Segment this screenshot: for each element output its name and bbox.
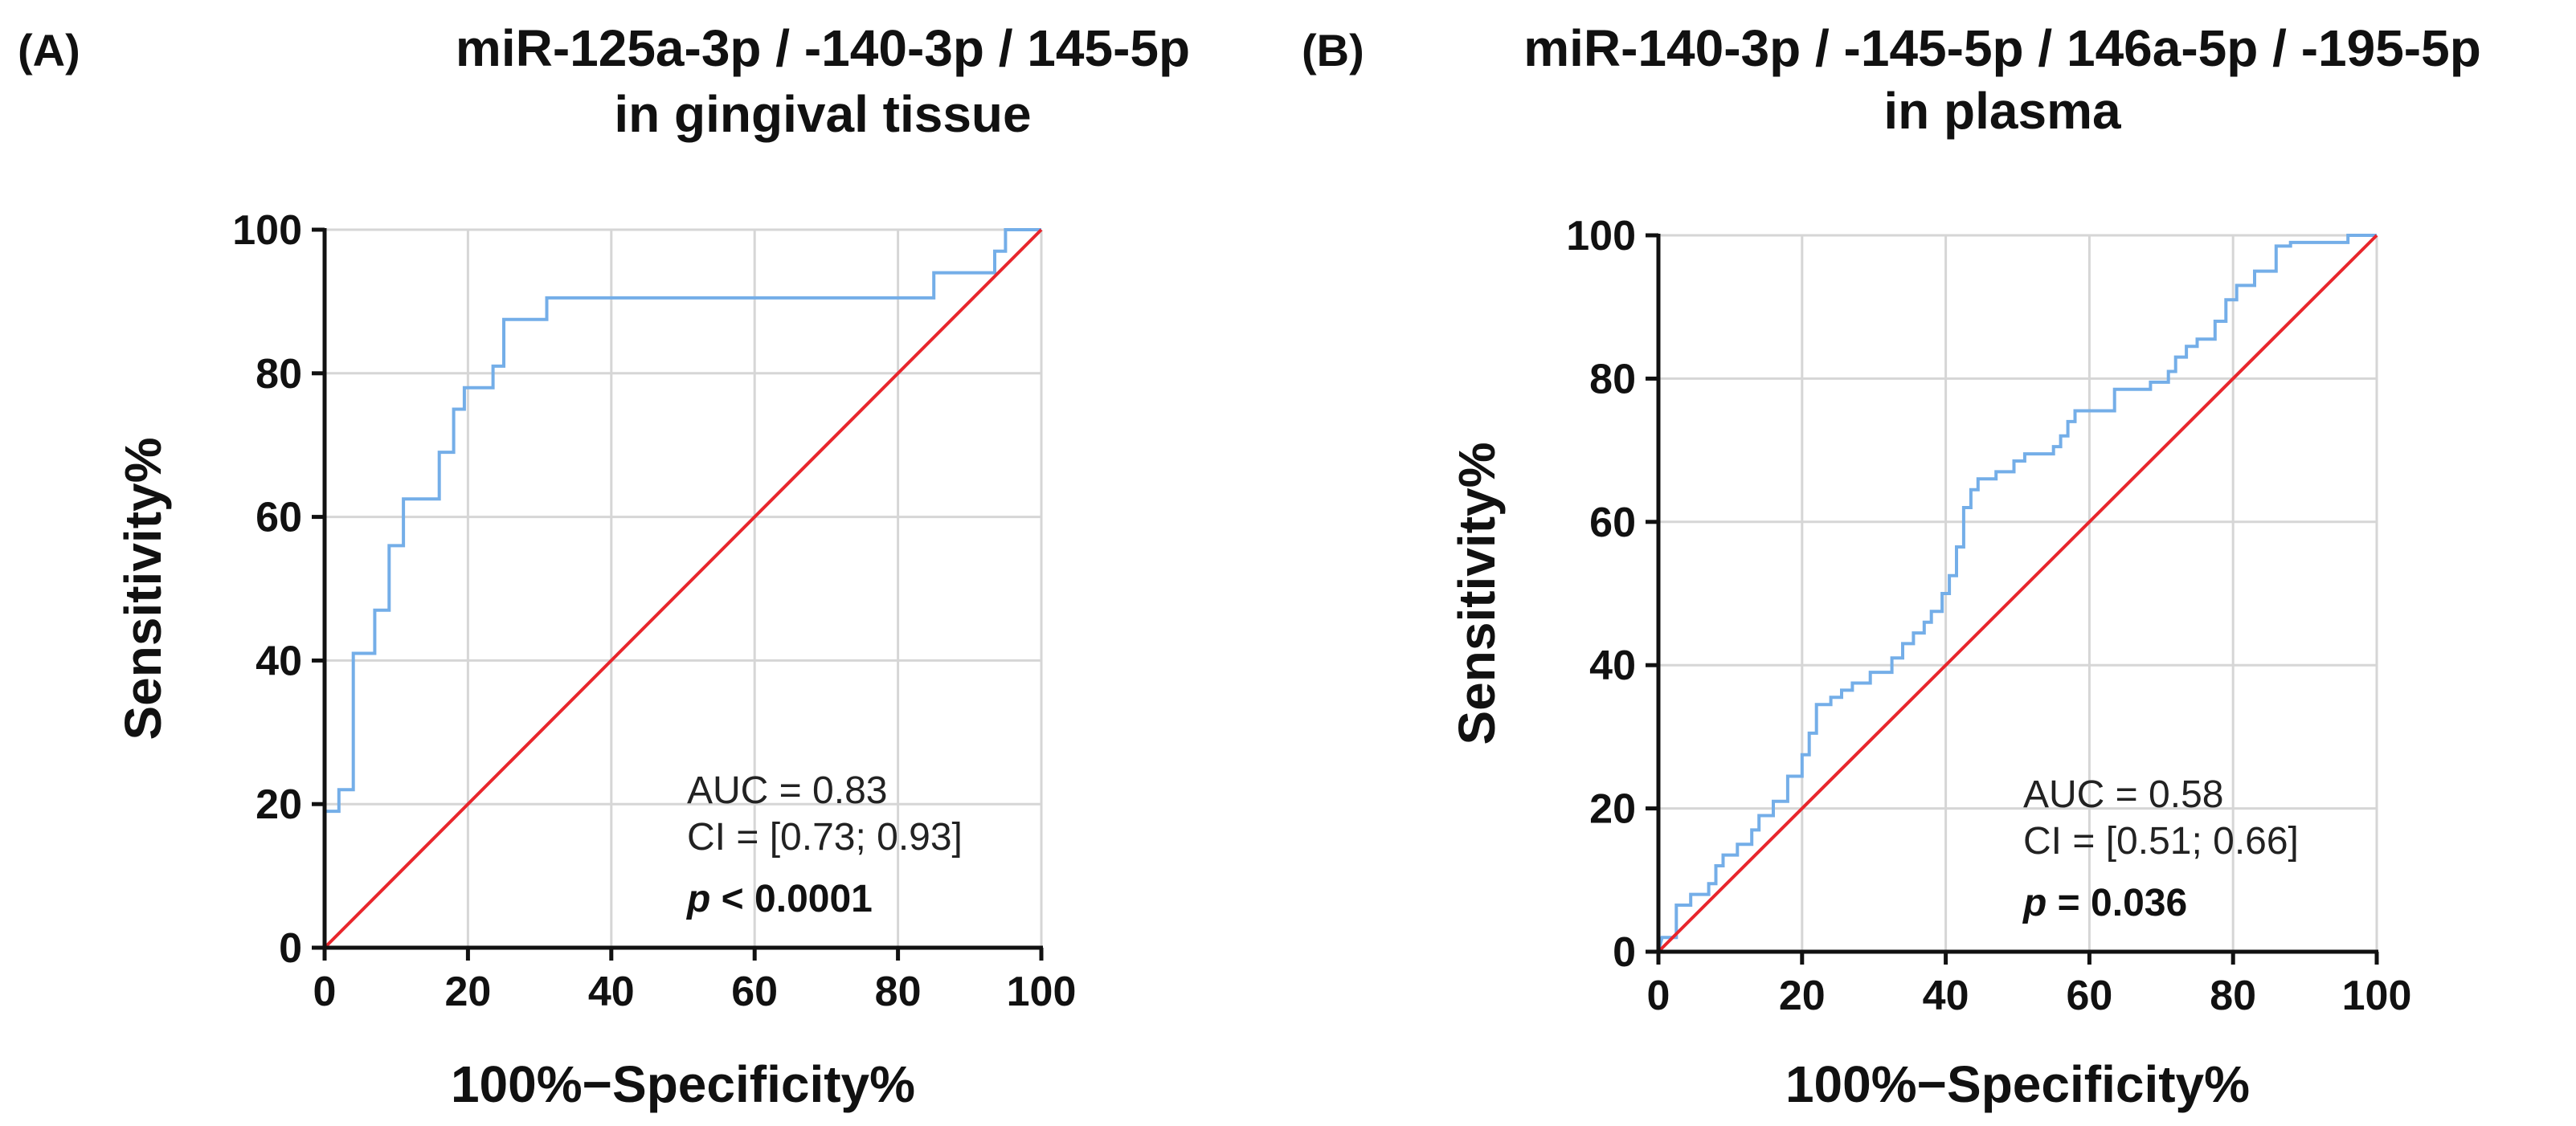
x-tick-label-20: 20 bbox=[444, 969, 491, 1015]
chart-title-line-2: in plasma bbox=[1883, 82, 2121, 140]
x-tick-label-40: 40 bbox=[1923, 973, 1969, 1019]
x-axis-label: 100%−Specificity% bbox=[451, 1055, 915, 1113]
x-tick-label-40: 40 bbox=[588, 969, 635, 1015]
auc-annotation: AUC = 0.58 bbox=[2023, 773, 2223, 816]
y-tick-label-40: 40 bbox=[256, 638, 302, 684]
x-tick-label-0: 0 bbox=[1647, 973, 1670, 1019]
auc-annotation: AUC = 0.83 bbox=[687, 769, 887, 812]
y-tick-label-60: 60 bbox=[1589, 500, 1636, 546]
x-tick-label-20: 20 bbox=[1779, 973, 1826, 1019]
y-tick-label-0: 0 bbox=[279, 925, 302, 972]
p-value: = 0.036 bbox=[2046, 882, 2187, 924]
y-tick-label-80: 80 bbox=[1589, 356, 1636, 402]
chart-panel-a: (A) miR-125a-3p / -140-3p / 145-5p in ging… bbox=[18, 19, 1190, 1113]
y-axis-label: Sensitivity% bbox=[114, 437, 172, 740]
y-tick-label-100: 100 bbox=[1566, 213, 1636, 259]
x-tick-label-100: 100 bbox=[2342, 973, 2412, 1019]
x-tick-label-80: 80 bbox=[2210, 973, 2256, 1019]
y-tick-label-20: 20 bbox=[256, 781, 302, 828]
roc-curve bbox=[1657, 234, 2377, 953]
p-value-annotation: p < 0.0001 bbox=[685, 878, 873, 920]
reference-line bbox=[1657, 234, 2378, 953]
x-axis-label: 100%−Specificity% bbox=[1785, 1055, 2250, 1113]
p-value-annotation: p = 0.036 bbox=[2022, 882, 2187, 924]
roc-curve bbox=[323, 228, 1041, 948]
y-tick-label-100: 100 bbox=[232, 207, 302, 254]
x-tick-label-80: 80 bbox=[875, 969, 922, 1015]
x-tick-label-60: 60 bbox=[731, 969, 778, 1015]
chart-panel-b: (B) miR-140-3p / -145-5p / 146a-5p / -195… bbox=[1302, 19, 2481, 1113]
y-tick-label-40: 40 bbox=[1589, 643, 1636, 689]
panel-label: (B) bbox=[1302, 25, 1364, 75]
panel-label: (A) bbox=[18, 25, 80, 75]
x-tick-label-60: 60 bbox=[2066, 973, 2112, 1019]
chart-title-line-2: in gingival tissue bbox=[614, 85, 1031, 143]
y-tick-label-80: 80 bbox=[256, 351, 302, 398]
y-tick-label-0: 0 bbox=[1613, 929, 1636, 976]
y-tick-label-20: 20 bbox=[1589, 786, 1636, 833]
ci-annotation: CI = [0.73; 0.93] bbox=[687, 816, 963, 859]
x-tick-label-0: 0 bbox=[313, 969, 337, 1015]
p-symbol: p bbox=[685, 878, 710, 920]
y-tick-label-60: 60 bbox=[256, 495, 302, 541]
chart-title-line-1: miR-140-3p / -145-5p / 146a-5p / -195-5p bbox=[1523, 19, 2481, 77]
x-tick-label-100: 100 bbox=[1007, 969, 1077, 1015]
reference-line bbox=[323, 228, 1043, 949]
chart-title-line-1: miR-125a-3p / -140-3p / 145-5p bbox=[456, 19, 1190, 77]
p-symbol: p bbox=[2022, 882, 2046, 924]
ci-annotation: CI = [0.51; 0.66] bbox=[2023, 820, 2299, 863]
p-value: < 0.0001 bbox=[710, 878, 873, 920]
y-axis-label: Sensitivity% bbox=[1448, 442, 1506, 745]
